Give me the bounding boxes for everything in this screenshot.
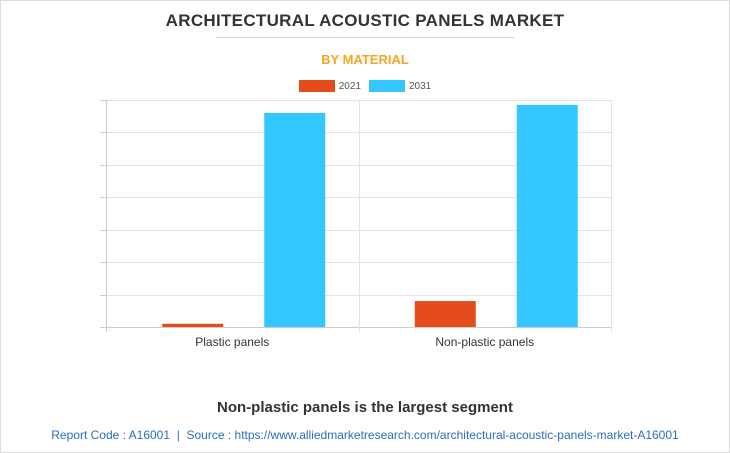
category-label-layer: Plastic panels Non-plastic panels [195,335,534,349]
legend-label-2021: 2021 [338,80,361,92]
legend-item-2021: 2021 [298,80,361,92]
bar-2021-non-plastic-panels [414,301,476,327]
legend-item-2031: 2031 [369,80,431,92]
bar-2031-plastic-panels [264,112,326,327]
source-link[interactable]: Source : https://www.alliedmarketresearc… [186,428,679,442]
bar-2021-plastic-panels [162,323,224,327]
report-code: Report Code : A16001 [51,428,171,442]
chart-title: ARCHITECTURAL ACOUSTIC PANELS MARKET [165,11,565,30]
segment-headline: Non-plastic panels is the largest segmen… [217,399,513,416]
bar-2031-non-plastic-panels [516,104,578,327]
legend-label-2031: 2031 [409,80,432,92]
bar-layer [162,104,578,327]
legend: 2021 2031 [0,80,730,92]
legend-swatch-2021 [298,80,335,92]
chart-subtitle: BY MATERIAL [321,52,409,67]
category-label: Plastic panels [195,335,269,349]
report-footer: Report Code : A16001 | Source : https://… [0,428,730,442]
category-label: Non-plastic panels [435,335,534,349]
title-divider [216,37,514,38]
legend-swatch-2031 [369,80,405,92]
footer-separator: | [176,428,180,442]
